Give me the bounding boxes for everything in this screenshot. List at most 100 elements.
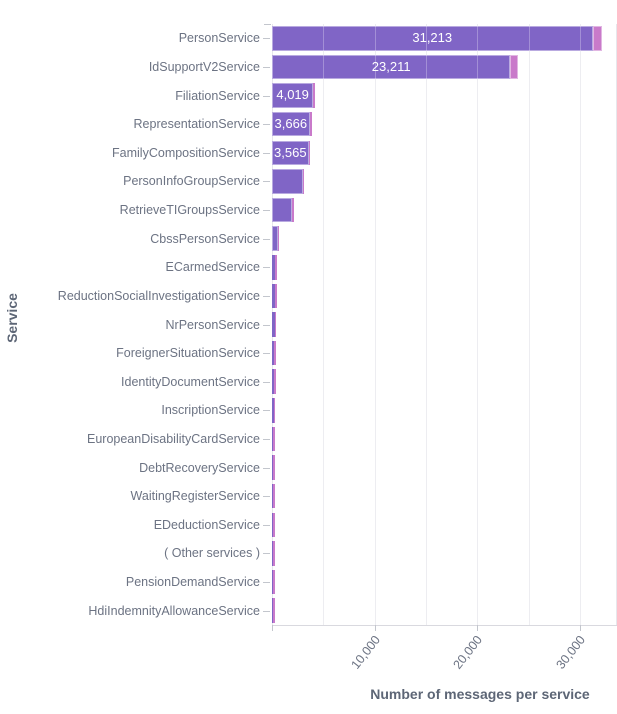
y-axis-title: Service	[4, 293, 20, 343]
bar-segment-secondary[interactable]	[273, 598, 275, 623]
bar-value-label: 31,213	[412, 30, 453, 46]
y-axis-tick-label: IdSupportV2Service	[148, 59, 260, 74]
bar-segment-secondary[interactable]	[274, 312, 277, 337]
y-axis-tick	[262, 496, 270, 498]
bar-segment-secondary[interactable]	[273, 512, 275, 538]
bar-segment-primary[interactable]	[272, 197, 293, 223]
bar-segment-secondary[interactable]	[274, 369, 276, 394]
bar-segment-secondary[interactable]	[273, 541, 275, 566]
y-axis-tick	[262, 38, 270, 40]
bar-segment-secondary[interactable]	[510, 54, 518, 80]
bar-segment-secondary[interactable]	[309, 111, 312, 137]
bar-segment-secondary[interactable]	[274, 340, 276, 366]
bar-segment-primary[interactable]	[272, 455, 273, 480]
bar-segment-primary[interactable]	[272, 369, 275, 394]
y-axis-tick-label: ( Other services )	[164, 546, 260, 561]
bar-segment-secondary[interactable]	[277, 226, 280, 251]
y-axis-tick	[262, 95, 270, 97]
bar-segment-secondary[interactable]	[302, 169, 305, 194]
bar-segment-primary[interactable]	[272, 569, 273, 595]
y-axis-tick-label: PersonInfoGroupService	[123, 174, 260, 189]
gridline	[580, 24, 582, 625]
y-axis-tick	[262, 66, 270, 68]
bar-segment-secondary[interactable]	[275, 283, 277, 309]
y-axis-tick-label: DebtRecoveryService	[139, 460, 260, 475]
y-axis-tick-label: EuropeanDisabilityCardService	[87, 431, 260, 446]
bar-segment-primary[interactable]	[272, 111, 310, 137]
bar-segment-primary[interactable]	[272, 312, 275, 337]
bar-segment-secondary[interactable]	[273, 483, 275, 509]
y-axis-tick	[262, 210, 270, 212]
bar-segment-primary[interactable]	[272, 340, 275, 366]
y-axis-tick-label: FiliationService	[175, 88, 260, 103]
bar-segment-primary[interactable]	[272, 512, 273, 538]
y-axis-tick	[262, 181, 270, 183]
bar-segment-primary[interactable]	[272, 255, 276, 280]
bar-segment-secondary[interactable]	[313, 83, 316, 108]
bar-segment-secondary[interactable]	[592, 26, 603, 51]
bar-segment-secondary[interactable]	[273, 426, 275, 452]
gridline	[426, 24, 428, 625]
y-axis-tick	[262, 582, 270, 584]
y-axis-tick	[262, 324, 270, 326]
y-axis-tick-label: InscriptionService	[161, 403, 260, 418]
y-axis-tick	[262, 610, 270, 612]
bar-segment-primary[interactable]	[272, 541, 273, 566]
y-axis-tick	[262, 295, 270, 297]
bar-segment-primary[interactable]	[272, 54, 511, 80]
y-axis-tick-label: RepresentationService	[133, 117, 260, 132]
bar-segment-primary[interactable]	[272, 83, 314, 108]
y-axis-tick-label: ReductionSocialInvestigationService	[57, 288, 260, 303]
bar-segment-secondary[interactable]	[273, 398, 276, 423]
y-axis-tick	[262, 381, 270, 383]
x-axis-tick	[580, 625, 582, 631]
gridline-overlay	[374, 24, 376, 625]
bar-segment-primary[interactable]	[272, 598, 273, 623]
bar-segment-primary[interactable]	[272, 398, 274, 423]
bar-segment-secondary[interactable]	[273, 455, 275, 480]
y-axis-tick-label: PensionDemandService	[125, 575, 260, 590]
bar-segment-secondary[interactable]	[292, 197, 294, 223]
gridline	[477, 24, 479, 625]
y-axis-tick	[264, 24, 271, 25]
y-axis-tick	[262, 553, 270, 555]
x-axis-tick	[374, 625, 376, 631]
y-axis-tick-label: PersonService	[178, 31, 260, 46]
bar-value-label: 4,019	[276, 87, 309, 103]
bar-segment-primary[interactable]	[272, 26, 593, 51]
bar-segment-primary[interactable]	[272, 483, 273, 509]
bar-segment-primary[interactable]	[272, 140, 309, 166]
y-axis-tick-label: CbssPersonService	[150, 231, 260, 246]
y-axis-tick	[262, 438, 270, 440]
bar-segment-secondary[interactable]	[308, 140, 311, 166]
y-axis-tick-label: HdiIndemnityAllowanceService	[88, 603, 260, 618]
bar-segment-secondary[interactable]	[273, 569, 275, 595]
gridline	[528, 24, 530, 625]
y-axis-tick	[262, 467, 270, 469]
y-axis-tick	[262, 238, 270, 240]
bar-segment-secondary[interactable]	[275, 255, 277, 280]
bar-segment-primary[interactable]	[272, 169, 303, 194]
y-axis-tick-label: FamilyCompositionService	[112, 145, 260, 160]
y-axis-tick	[262, 524, 270, 526]
gridline-overlay	[477, 24, 479, 625]
gridline	[323, 24, 325, 625]
y-axis-tick-label: IdentityDocumentService	[121, 374, 260, 389]
x-axis-title: Number of messages per service	[370, 686, 590, 702]
bar-segment-primary[interactable]	[272, 226, 278, 251]
gridline	[374, 24, 376, 625]
gridline-overlay	[580, 24, 582, 625]
y-axis-tick-label: RetrieveTIGroupsService	[119, 203, 260, 218]
bar-segment-primary[interactable]	[272, 283, 276, 309]
bar-value-label: 3,666	[274, 115, 308, 131]
bar-value-label: 23,211	[371, 58, 411, 74]
y-axis-tick-label: WaitingRegisterService	[130, 489, 260, 504]
x-axis-tick	[477, 625, 479, 631]
y-axis-tick-label: EDeductionService	[153, 517, 260, 532]
gridline-overlay	[528, 24, 530, 625]
bar-segment-primary[interactable]	[272, 426, 274, 452]
x-axis-line	[272, 625, 617, 626]
y-axis-tick-label: ForeignerSituationService	[116, 346, 260, 361]
y-axis-tick-label: ECarmedService	[165, 260, 260, 275]
